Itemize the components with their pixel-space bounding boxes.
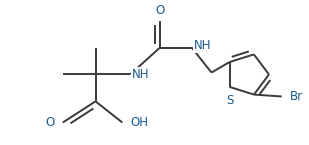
Text: NH: NH [132,68,150,81]
Text: NH: NH [194,39,211,52]
Text: O: O [155,4,165,17]
Text: O: O [46,116,55,129]
Text: OH: OH [130,116,148,129]
Text: Br: Br [290,90,303,103]
Text: S: S [226,94,233,107]
